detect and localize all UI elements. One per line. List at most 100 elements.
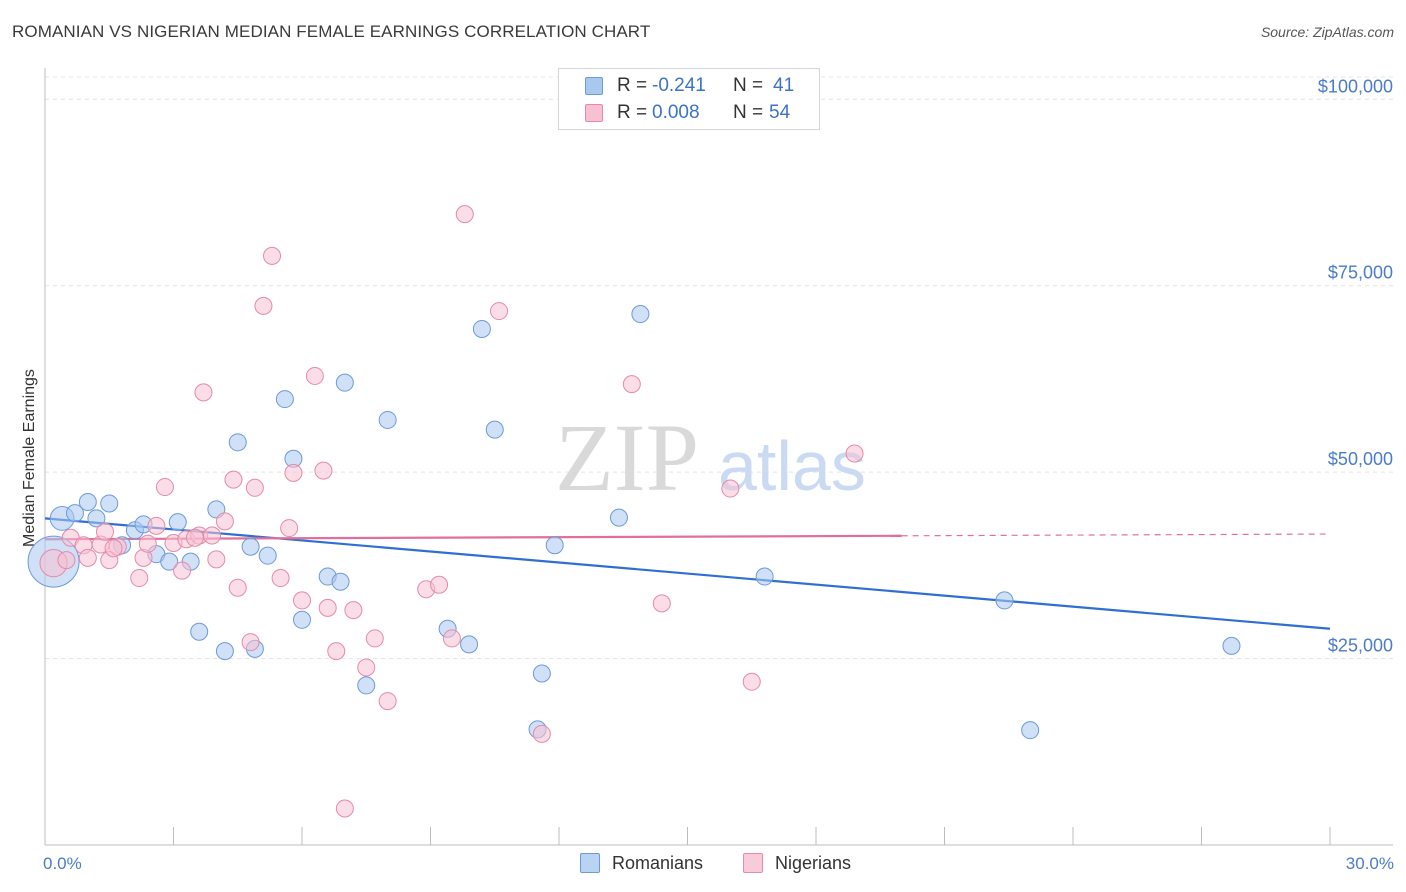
data-point — [130, 569, 149, 588]
data-point — [344, 601, 363, 620]
data-point — [78, 548, 97, 567]
legend-label-nigerians: Nigerians — [775, 853, 852, 873]
stats-r-label: R = — [617, 75, 648, 96]
data-point — [490, 302, 509, 321]
data-point — [57, 551, 76, 570]
stats-box: R = -0.241 N = 41 R = 0.008 N = 54 — [558, 68, 820, 130]
data-point — [293, 610, 311, 629]
stats-n-value: 54 — [769, 102, 791, 123]
data-point — [254, 296, 273, 315]
data-point — [155, 478, 174, 497]
data-points — [27, 205, 1241, 818]
data-point — [147, 516, 166, 535]
axes — [44, 68, 1393, 846]
y-tick-label: $50,000 — [1328, 449, 1393, 469]
data-point — [845, 444, 864, 463]
data-point — [305, 366, 324, 385]
data-point — [87, 509, 106, 528]
data-point — [609, 508, 628, 527]
data-point — [215, 512, 234, 531]
data-point — [203, 526, 222, 545]
y-tick-label: $100,000 — [1318, 76, 1393, 96]
data-point — [280, 519, 299, 538]
series-nigerians — [39, 205, 864, 818]
stats-n-label: N = — [733, 102, 764, 123]
trend-line-romanians — [44, 517, 1331, 630]
stats-swatch-romanians — [585, 77, 603, 95]
data-point — [275, 390, 294, 409]
stats-n-value: 41 — [773, 75, 795, 96]
legend: Romanians Nigerians — [0, 852, 1406, 876]
legend-label-romanians: Romanians — [612, 853, 704, 873]
data-point — [545, 536, 564, 555]
data-point — [995, 591, 1014, 610]
data-point — [271, 569, 290, 588]
data-point — [314, 461, 333, 480]
data-point — [241, 633, 260, 652]
stats-swatch-nigerians — [585, 104, 603, 122]
data-point — [622, 375, 641, 394]
source-label: Source: ZipAtlas.com — [1260, 24, 1394, 40]
trend-line-extension-nigerians — [901, 533, 1331, 537]
data-point — [755, 567, 774, 586]
data-point — [160, 552, 179, 571]
data-point — [293, 591, 311, 610]
data-point — [168, 513, 187, 532]
data-point — [104, 539, 123, 558]
data-point — [327, 642, 346, 661]
data-point — [485, 420, 504, 439]
x-tick-label: 30.0% — [1346, 854, 1394, 873]
x-tick-label: 0.0% — [43, 854, 82, 873]
data-point — [215, 642, 234, 661]
series-romanians — [27, 305, 1241, 740]
data-point — [207, 550, 226, 569]
legend-swatch-nigerians — [743, 853, 763, 873]
data-point — [742, 672, 761, 691]
data-point — [284, 463, 303, 482]
legend-swatch-romanians — [580, 853, 600, 873]
chart-title: ROMANIAN VS NIGERIAN MEDIAN FEMALE EARNI… — [12, 22, 651, 41]
data-point — [241, 537, 260, 556]
data-point — [95, 522, 114, 541]
tick-labels: $25,000 $50,000 $75,000 $100,000 0.0% 30.0% — [43, 76, 1394, 873]
stats-n-label: N = — [733, 75, 764, 96]
stats-row-nigerians: R = 0.008 N = 54 — [559, 102, 819, 126]
data-point — [1222, 636, 1241, 655]
y-tick-label: $25,000 — [1328, 636, 1393, 656]
data-point — [430, 575, 449, 594]
data-point — [185, 528, 204, 547]
data-point — [190, 622, 209, 641]
data-point — [652, 594, 671, 613]
watermark-zip: ZIP — [555, 404, 699, 511]
data-point — [378, 692, 397, 711]
data-point — [378, 410, 397, 429]
data-point — [532, 724, 551, 743]
data-point — [335, 373, 354, 392]
data-point — [357, 676, 376, 695]
data-point — [78, 492, 97, 511]
data-point — [460, 635, 479, 654]
data-point — [138, 534, 157, 553]
watermark-atlas: atlas — [718, 427, 866, 505]
stats-r-label: R = — [617, 102, 648, 123]
data-point — [1021, 721, 1040, 740]
data-point — [442, 629, 461, 648]
data-point — [472, 319, 491, 338]
watermark: ZIP atlas — [555, 404, 866, 511]
data-point — [194, 383, 213, 402]
data-point — [318, 598, 337, 617]
data-point — [357, 658, 376, 677]
data-point — [532, 664, 551, 683]
data-point — [100, 494, 119, 513]
stats-r-value: 0.008 — [652, 102, 700, 123]
data-point — [224, 470, 243, 489]
data-point — [365, 629, 384, 648]
trend-lines — [44, 517, 1331, 630]
data-point — [631, 305, 650, 324]
stats-row-romanians: R = -0.241 N = 41 — [559, 75, 819, 99]
data-point — [228, 578, 247, 597]
y-tick-label: $75,000 — [1328, 263, 1393, 283]
data-point — [263, 246, 282, 265]
data-point — [721, 479, 740, 498]
